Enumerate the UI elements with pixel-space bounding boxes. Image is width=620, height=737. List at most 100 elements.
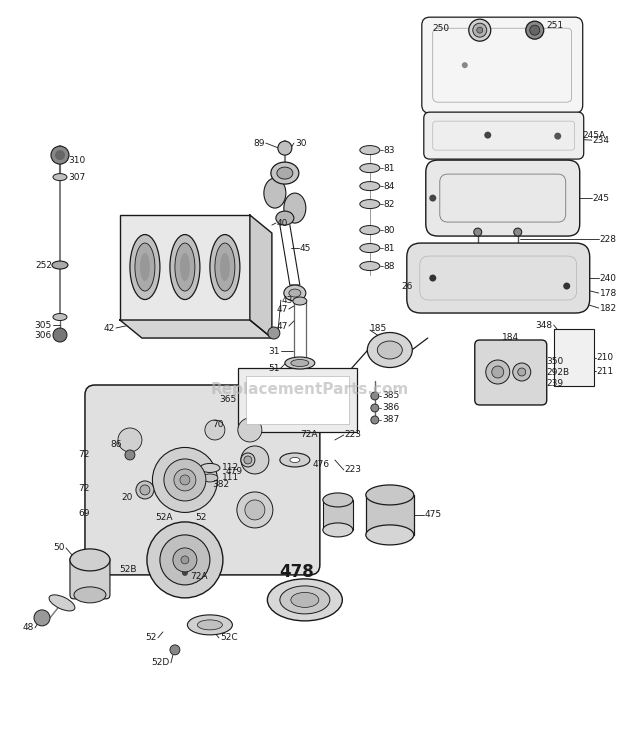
Text: 31: 31 <box>268 346 280 355</box>
Text: 382: 382 <box>212 481 229 489</box>
Circle shape <box>371 404 379 412</box>
Ellipse shape <box>291 360 309 366</box>
Circle shape <box>529 25 540 35</box>
Circle shape <box>245 500 265 520</box>
Ellipse shape <box>197 620 223 630</box>
Ellipse shape <box>323 523 353 537</box>
Text: 83: 83 <box>384 146 396 155</box>
Text: 250: 250 <box>433 24 450 32</box>
Text: 72: 72 <box>79 450 90 459</box>
Circle shape <box>484 132 491 139</box>
FancyBboxPatch shape <box>475 340 547 405</box>
Text: 223: 223 <box>345 466 362 475</box>
FancyBboxPatch shape <box>422 17 583 113</box>
Circle shape <box>429 275 436 282</box>
Circle shape <box>554 133 561 139</box>
Text: 40: 40 <box>277 219 288 228</box>
Ellipse shape <box>360 226 380 234</box>
Circle shape <box>429 195 436 202</box>
Text: 84: 84 <box>384 181 395 191</box>
Ellipse shape <box>284 193 306 223</box>
Ellipse shape <box>285 357 315 369</box>
Text: 26: 26 <box>401 282 413 290</box>
Text: 51: 51 <box>268 363 280 372</box>
Text: 81: 81 <box>384 243 396 253</box>
FancyBboxPatch shape <box>246 376 349 424</box>
Text: 386: 386 <box>382 403 399 413</box>
Ellipse shape <box>52 261 68 269</box>
FancyBboxPatch shape <box>424 112 583 159</box>
Text: 306: 306 <box>35 330 52 340</box>
Text: 245: 245 <box>593 194 609 203</box>
Text: 365: 365 <box>219 396 237 405</box>
Ellipse shape <box>293 297 307 305</box>
Ellipse shape <box>276 211 294 225</box>
Circle shape <box>170 645 180 655</box>
FancyBboxPatch shape <box>85 385 320 575</box>
Ellipse shape <box>366 525 414 545</box>
Circle shape <box>268 327 280 339</box>
Circle shape <box>51 146 69 164</box>
Ellipse shape <box>187 615 232 635</box>
Text: 178: 178 <box>600 289 617 298</box>
Text: 72A: 72A <box>300 430 317 439</box>
Circle shape <box>34 610 50 626</box>
Text: 182: 182 <box>600 304 617 312</box>
Ellipse shape <box>360 146 380 155</box>
Polygon shape <box>250 215 272 338</box>
Circle shape <box>160 535 210 585</box>
Text: 479: 479 <box>226 467 243 476</box>
Ellipse shape <box>290 458 300 462</box>
Text: 387: 387 <box>382 416 399 425</box>
Text: 240: 240 <box>600 273 617 282</box>
Text: 47: 47 <box>277 304 288 313</box>
Text: 305: 305 <box>35 321 52 329</box>
Text: 30: 30 <box>295 139 306 147</box>
Circle shape <box>147 522 223 598</box>
Ellipse shape <box>267 579 342 621</box>
Ellipse shape <box>170 234 200 299</box>
Text: 43: 43 <box>282 296 293 304</box>
Circle shape <box>205 420 225 440</box>
Text: 45: 45 <box>300 243 311 253</box>
Circle shape <box>237 492 273 528</box>
Text: 478: 478 <box>280 563 314 581</box>
FancyBboxPatch shape <box>70 556 110 599</box>
Circle shape <box>182 570 188 576</box>
Ellipse shape <box>53 313 67 321</box>
Ellipse shape <box>74 587 106 603</box>
Text: 111: 111 <box>222 473 239 483</box>
Circle shape <box>55 150 65 160</box>
Ellipse shape <box>367 332 412 368</box>
Ellipse shape <box>284 285 306 301</box>
Polygon shape <box>120 320 272 338</box>
FancyBboxPatch shape <box>407 243 590 313</box>
Text: 476: 476 <box>313 461 330 469</box>
Ellipse shape <box>264 178 286 208</box>
Circle shape <box>238 418 262 442</box>
Ellipse shape <box>360 200 380 209</box>
Text: 52: 52 <box>195 514 206 523</box>
Text: 234: 234 <box>593 136 609 144</box>
Text: 52: 52 <box>146 633 157 643</box>
Text: 210: 210 <box>596 353 614 362</box>
Text: 72A: 72A <box>190 573 208 581</box>
Text: 245A: 245A <box>583 130 606 139</box>
Text: 50: 50 <box>53 543 65 553</box>
Ellipse shape <box>280 453 310 467</box>
Circle shape <box>513 363 531 381</box>
Text: 184: 184 <box>502 332 520 341</box>
FancyBboxPatch shape <box>323 500 353 530</box>
Ellipse shape <box>140 253 150 281</box>
Text: 80: 80 <box>384 226 396 234</box>
Text: 310: 310 <box>68 156 85 164</box>
Circle shape <box>53 328 67 342</box>
Text: 239: 239 <box>547 379 564 388</box>
Circle shape <box>485 360 510 384</box>
Ellipse shape <box>378 341 402 359</box>
Text: 72: 72 <box>79 484 90 493</box>
Ellipse shape <box>49 595 75 611</box>
Ellipse shape <box>277 167 293 179</box>
Ellipse shape <box>130 234 160 299</box>
FancyBboxPatch shape <box>554 329 594 386</box>
